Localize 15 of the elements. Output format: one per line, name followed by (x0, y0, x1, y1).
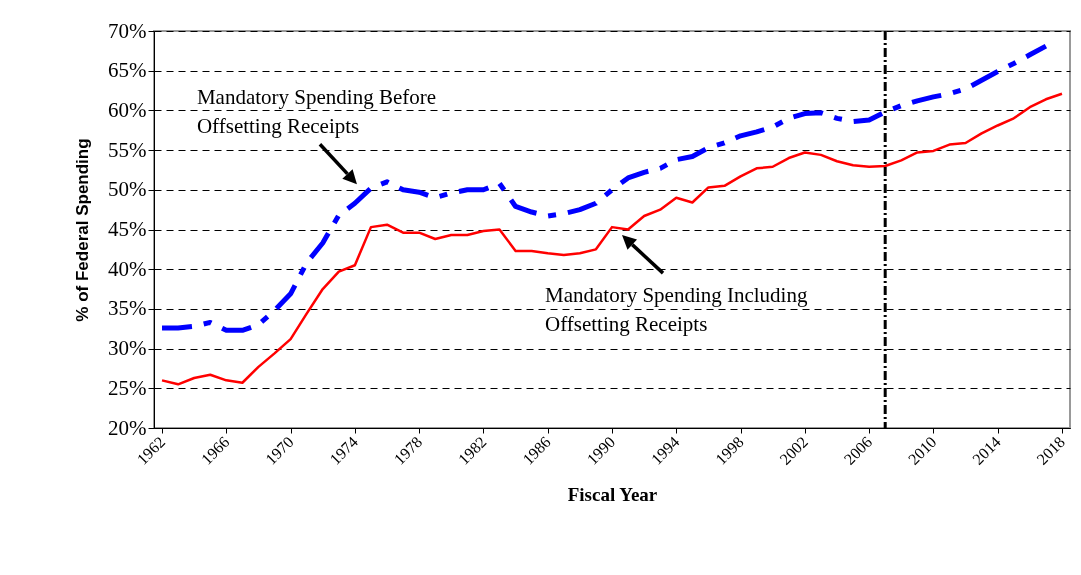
y-tick-label: 30% (108, 336, 147, 361)
y-axis-title: % of Federal Spending (73, 138, 93, 322)
y-tick-label: 50% (108, 177, 147, 202)
y-tick-label: 45% (108, 217, 147, 241)
y-tick-label: 35% (108, 296, 147, 321)
y-tick-label: 40% (108, 256, 147, 281)
y-tick-label: 60% (108, 97, 147, 122)
x-axis-title: Fiscal Year (567, 483, 658, 505)
y-tick-label: 20% (108, 415, 147, 440)
annotation: Mandatory Spending Before Offsetting Receipts (196, 85, 437, 139)
annotation: Mandatory Spending Including Offsetting Receipts (545, 283, 808, 337)
y-tick-label: 65% (108, 58, 147, 83)
y-tick-label: 70% (108, 18, 147, 43)
y-tick-label: 55% (108, 137, 147, 162)
y-tick-label: 25% (108, 375, 147, 400)
